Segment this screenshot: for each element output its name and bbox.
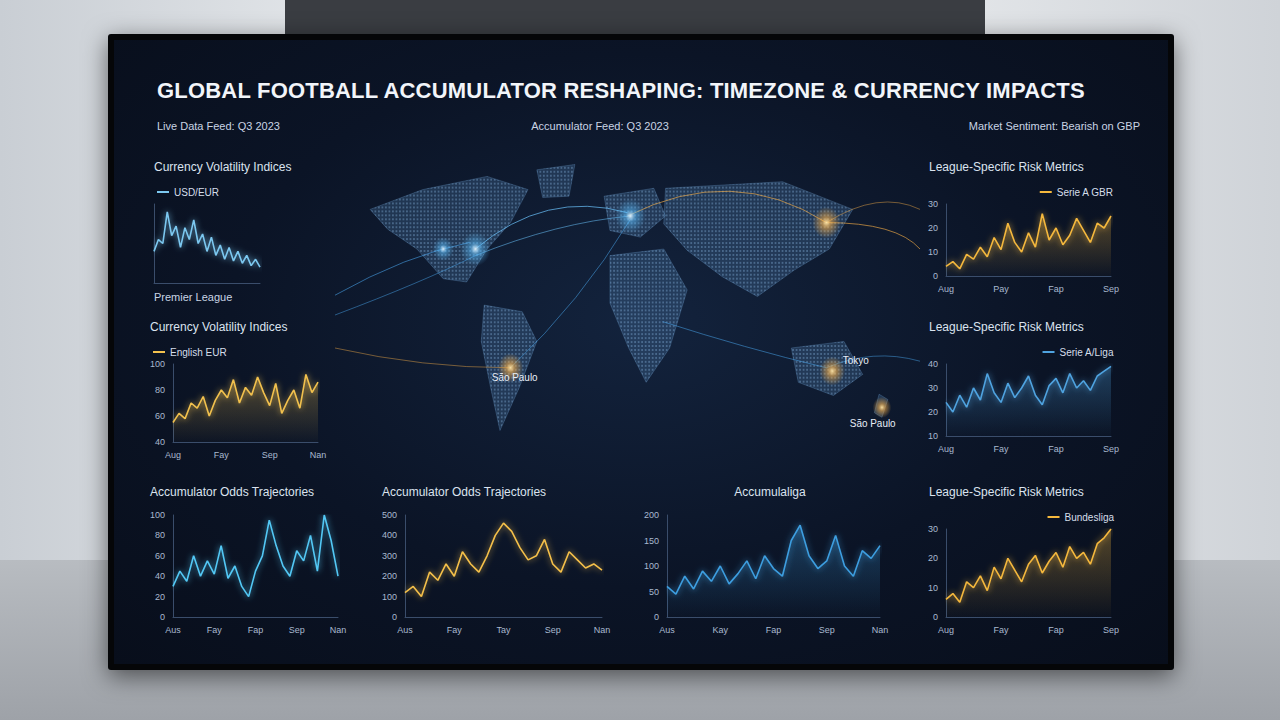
svg-text:Sep: Sep [262, 450, 278, 460]
svg-text:São Paulo: São Paulo [492, 370, 538, 383]
svg-text:100: 100 [644, 561, 659, 571]
svg-text:Nan: Nan [594, 625, 611, 635]
svg-text:100: 100 [150, 510, 165, 520]
svg-text:100: 100 [382, 592, 397, 602]
svg-text:20: 20 [928, 407, 938, 417]
svg-text:Aus: Aus [397, 625, 413, 635]
svg-text:30: 30 [928, 383, 938, 393]
svg-text:10: 10 [928, 583, 938, 593]
html-text:League-Specific Risk Metrics: League-Specific Risk Metrics [929, 485, 1084, 499]
svg-text:Fay: Fay [993, 444, 1009, 454]
svg-text:Nan: Nan [330, 625, 347, 635]
svg-text:Fap: Fap [1048, 284, 1064, 294]
svg-text:Nan: Nan [872, 625, 889, 635]
html-text:Market Sentiment: Bearish on G: Market Sentiment: Bearish on GBP [968, 120, 1140, 132]
svg-text:Fay: Fay [993, 625, 1009, 635]
svg-text:English EUR: English EUR [170, 347, 227, 358]
html-text:Accumulator Odds Trajectories: Accumulator Odds Trajectories [382, 485, 547, 499]
svg-text:Aug: Aug [165, 450, 181, 460]
svg-text:30: 30 [928, 199, 938, 209]
svg-text:40: 40 [155, 571, 165, 581]
svg-text:Aug: Aug [938, 444, 954, 454]
svg-text:200: 200 [644, 510, 659, 520]
svg-text:50: 50 [649, 587, 659, 597]
svg-text:40: 40 [928, 359, 938, 369]
svg-text:10: 10 [928, 247, 938, 257]
svg-text:20: 20 [928, 223, 938, 233]
svg-text:Sep: Sep [1103, 284, 1119, 294]
svg-text:Aug: Aug [938, 625, 954, 635]
html-text:Currency Volatility Indices: Currency Volatility Indices [150, 320, 288, 334]
svg-text:20: 20 [155, 592, 165, 602]
svg-text:Fap: Fap [1048, 444, 1064, 454]
html-text:League-Specific Risk Metrics: League-Specific Risk Metrics [929, 160, 1084, 174]
svg-text:Sep: Sep [545, 625, 561, 635]
svg-text:Sep: Sep [1103, 444, 1119, 454]
svg-text:0: 0 [933, 612, 938, 622]
svg-text:São Paulo: São Paulo [850, 417, 896, 430]
svg-text:80: 80 [155, 385, 165, 395]
svg-text:USD/EUR: USD/EUR [174, 187, 219, 198]
svg-text:Fap: Fap [766, 625, 782, 635]
svg-text:80: 80 [155, 530, 165, 540]
svg-text:Fap: Fap [248, 625, 264, 635]
svg-text:Fay: Fay [447, 625, 463, 635]
svg-text:400: 400 [382, 530, 397, 540]
html-text:Accumulator Odds Trajectories: Accumulator Odds Trajectories [150, 485, 315, 499]
html-text:Premier League: Premier League [154, 291, 233, 303]
svg-text:150: 150 [644, 536, 659, 546]
svg-text:Sep: Sep [1103, 625, 1119, 635]
svg-text:Aus: Aus [659, 625, 675, 635]
svg-text:Nan: Nan [310, 450, 327, 460]
svg-text:200: 200 [382, 571, 397, 581]
svg-text:0: 0 [392, 612, 397, 622]
svg-text:10: 10 [928, 431, 938, 441]
html-text:Currency Volatility Indices: Currency Volatility Indices [154, 160, 292, 174]
svg-text:Bundesliga: Bundesliga [1065, 512, 1115, 523]
svg-text:20: 20 [928, 553, 938, 563]
svg-text:100: 100 [150, 359, 165, 369]
svg-text:Serie A/Liga: Serie A/Liga [1060, 347, 1114, 358]
html-text:League-Specific Risk Metrics: League-Specific Risk Metrics [929, 320, 1084, 334]
svg-text:Fay: Fay [214, 450, 230, 460]
svg-text:Fay: Fay [207, 625, 223, 635]
svg-text:300: 300 [382, 551, 397, 561]
svg-text:Fap: Fap [1048, 625, 1064, 635]
svg-text:0: 0 [160, 612, 165, 622]
svg-text:Aug: Aug [938, 284, 954, 294]
html-text:GLOBAL FOOTBALL ACCUMULATOR RE: GLOBAL FOOTBALL ACCUMULATOR RESHAPING: T… [157, 78, 1085, 103]
svg-text:Tay: Tay [496, 625, 511, 635]
svg-text:Sep: Sep [819, 625, 835, 635]
svg-text:Pay: Pay [993, 284, 1009, 294]
svg-text:40: 40 [155, 437, 165, 447]
svg-text:Tokyo: Tokyo [843, 354, 869, 367]
svg-text:60: 60 [155, 551, 165, 561]
svg-text:Serie A GBR: Serie A GBR [1057, 187, 1113, 198]
svg-text:0: 0 [933, 271, 938, 281]
svg-text:30: 30 [928, 524, 938, 534]
svg-text:Aus: Aus [165, 625, 181, 635]
html-text:Accumulator Feed: Q3 2023: Accumulator Feed: Q3 2023 [531, 120, 669, 132]
svg-text:Kay: Kay [712, 625, 728, 635]
html-text:Live Data Feed: Q3 2023: Live Data Feed: Q3 2023 [157, 120, 280, 132]
html-text:Accumulaliga: Accumulaliga [734, 485, 806, 499]
svg-text:0: 0 [654, 612, 659, 622]
svg-text:500: 500 [382, 510, 397, 520]
svg-text:Sep: Sep [289, 625, 305, 635]
svg-text:60: 60 [155, 411, 165, 421]
